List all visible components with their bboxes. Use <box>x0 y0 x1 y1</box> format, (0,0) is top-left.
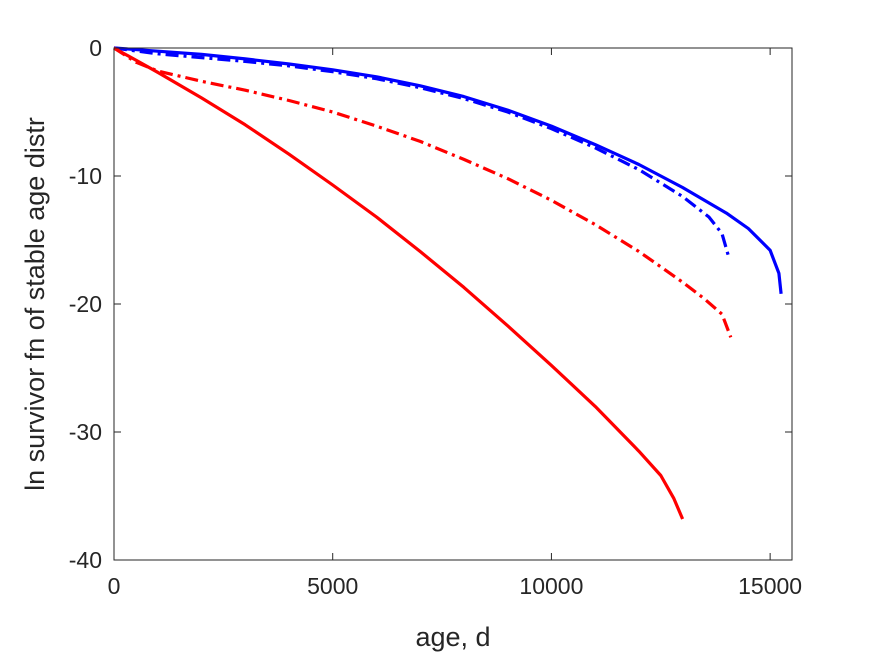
y-tick-label: 0 <box>89 35 102 61</box>
x-tick-label: 0 <box>108 573 121 599</box>
tick-layer: 0 5000 10000 15000 0 -10 -20 -30 -40 <box>69 35 802 599</box>
series-layer <box>113 46 783 520</box>
series-line-red-solid <box>113 46 685 520</box>
series-line-blue-dashdot <box>113 46 731 258</box>
x-tick-label: 15000 <box>738 573 802 599</box>
y-tick-label: -40 <box>69 547 102 573</box>
y-tick-label: -10 <box>69 163 102 189</box>
plot-area <box>114 48 792 560</box>
x-tick-label: 10000 <box>519 573 583 599</box>
x-tick-label: 5000 <box>307 573 358 599</box>
y-tick-label: -30 <box>69 419 102 445</box>
y-tick-label: -20 <box>69 291 102 317</box>
series-line-blue-solid <box>113 46 783 294</box>
y-axis-label: ln survivor fn of stable age distr <box>20 117 50 491</box>
series-line-red-dashdot <box>113 46 733 338</box>
x-axis-label: age, d <box>415 622 490 652</box>
